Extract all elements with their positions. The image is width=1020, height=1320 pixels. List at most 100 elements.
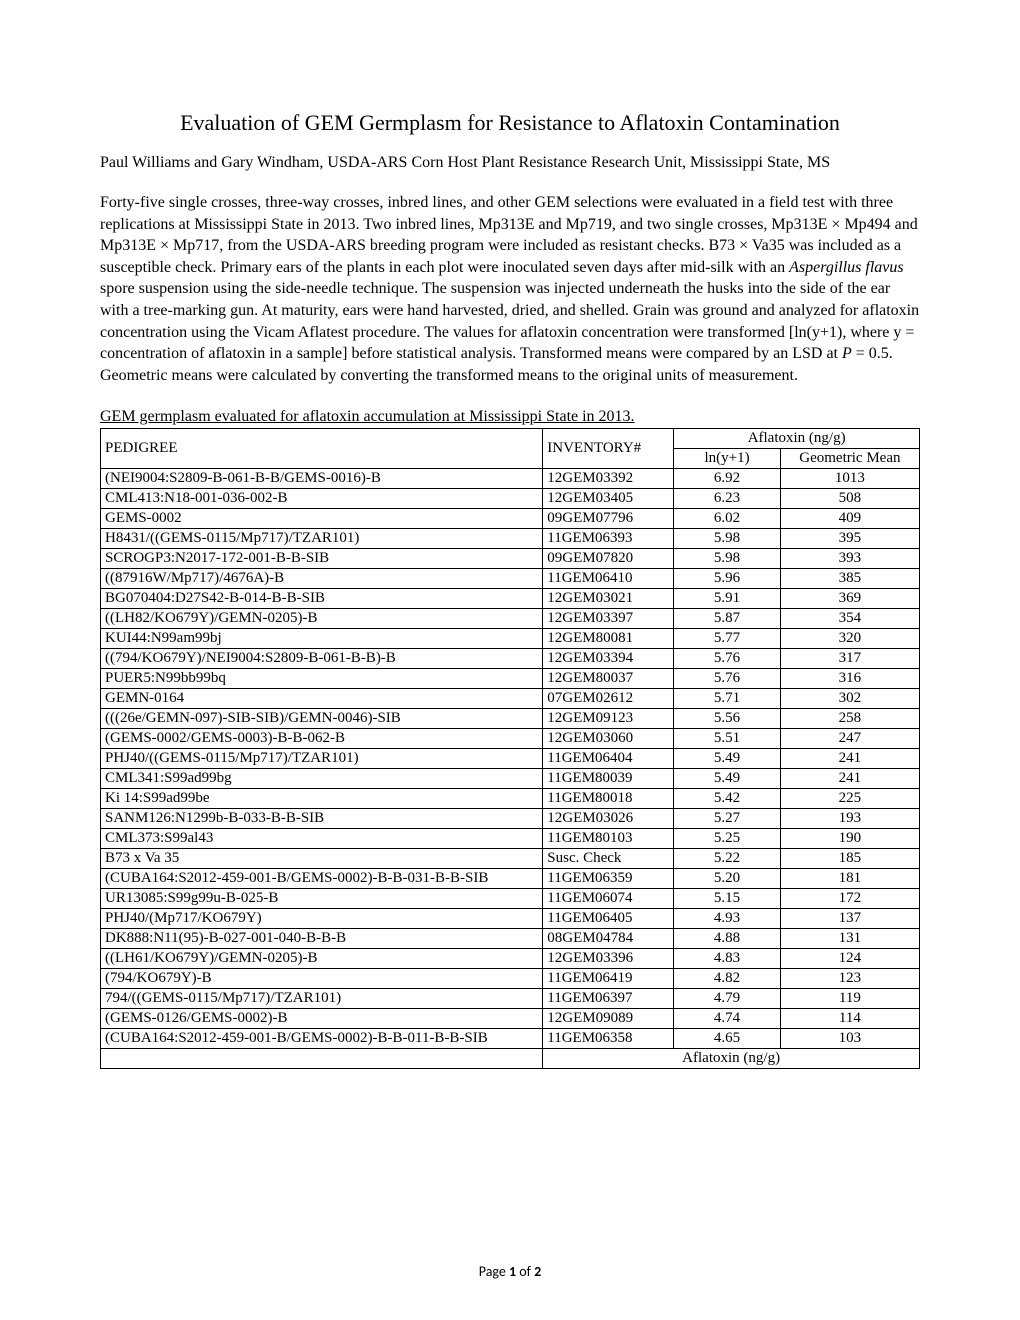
header-pedigree: PEDIGREE	[101, 429, 543, 469]
pedigree-cell: (794/KO679Y)-B	[101, 969, 543, 989]
inventory-cell: 12GEM03394	[543, 649, 674, 669]
ln-cell: 4.74	[674, 1009, 780, 1029]
geo-cell: 123	[780, 969, 919, 989]
ln-cell: 6.23	[674, 489, 780, 509]
ln-cell: 5.15	[674, 889, 780, 909]
geo-cell: 508	[780, 489, 919, 509]
pedigree-cell: PHJ40/((GEMS-0115/Mp717)/TZAR101)	[101, 749, 543, 769]
ln-cell: 4.93	[674, 909, 780, 929]
pedigree-cell: DK888:N11(95)-B-027-001-040-B-B-B	[101, 929, 543, 949]
ln-cell: 5.91	[674, 589, 780, 609]
header-geo: Geometric Mean	[780, 449, 919, 469]
inventory-cell: 12GEM03405	[543, 489, 674, 509]
pedigree-cell: PUER5:N99bb99bq	[101, 669, 543, 689]
inventory-cell: 12GEM03021	[543, 589, 674, 609]
geo-cell: 103	[780, 1029, 919, 1049]
geo-cell: 317	[780, 649, 919, 669]
table-row: Ki 14:S99ad99be11GEM800185.42225	[101, 789, 920, 809]
table-row: GEMS-000209GEM077966.02409	[101, 509, 920, 529]
geo-cell: 302	[780, 689, 919, 709]
inventory-cell: 11GEM80103	[543, 829, 674, 849]
table-row: SCROGP3:N2017-172-001-B-B-SIB09GEM078205…	[101, 549, 920, 569]
geo-cell: 137	[780, 909, 919, 929]
table-row: DK888:N11(95)-B-027-001-040-B-B-B08GEM04…	[101, 929, 920, 949]
geo-cell: 114	[780, 1009, 919, 1029]
ln-cell: 5.51	[674, 729, 780, 749]
table-row: PHJ40/(Mp717/KO679Y)11GEM064054.93137	[101, 909, 920, 929]
inventory-cell: 11GEM80039	[543, 769, 674, 789]
ln-cell: 5.98	[674, 549, 780, 569]
inventory-cell: 11GEM06359	[543, 869, 674, 889]
geo-cell: 258	[780, 709, 919, 729]
pedigree-cell: B73 x Va 35	[101, 849, 543, 869]
ln-cell: 5.76	[674, 649, 780, 669]
pedigree-cell: (CUBA164:S2012-459-001-B/GEMS-0002)-B-B-…	[101, 869, 543, 889]
pedigree-cell: CML341:S99ad99bg	[101, 769, 543, 789]
ln-cell: 5.77	[674, 629, 780, 649]
ln-cell: 5.25	[674, 829, 780, 849]
pedigree-cell: (GEMS-0126/GEMS-0002)-B	[101, 1009, 543, 1029]
geo-cell: 185	[780, 849, 919, 869]
pedigree-cell: SCROGP3:N2017-172-001-B-B-SIB	[101, 549, 543, 569]
inventory-cell: 12GEM09089	[543, 1009, 674, 1029]
table-row: (CUBA164:S2012-459-001-B/GEMS-0002)-B-B-…	[101, 1029, 920, 1049]
table-header-row-1: PEDIGREE INVENTORY# Aflatoxin (ng/g)	[101, 429, 920, 449]
table-row: ((LH61/KO679Y)/GEMN-0205)-B12GEM033964.8…	[101, 949, 920, 969]
pedigree-cell: 794/((GEMS-0115/Mp717)/TZAR101)	[101, 989, 543, 1009]
table-row: H8431/((GEMS-0115/Mp717)/TZAR101)11GEM06…	[101, 529, 920, 549]
inventory-cell: 11GEM06074	[543, 889, 674, 909]
geo-cell: 131	[780, 929, 919, 949]
geo-cell: 181	[780, 869, 919, 889]
pedigree-cell: UR13085:S99g99u-B-025-B	[101, 889, 543, 909]
header-aflatoxin-span: Aflatoxin (ng/g)	[674, 429, 920, 449]
pedigree-cell: (NEI9004:S2809-B-061-B-B/GEMS-0016)-B	[101, 469, 543, 489]
table-row: UR13085:S99g99u-B-025-B11GEM060745.15172	[101, 889, 920, 909]
ln-cell: 6.02	[674, 509, 780, 529]
geo-cell: 409	[780, 509, 919, 529]
pedigree-cell: ((87916W/Mp717)/4676A)-B	[101, 569, 543, 589]
ln-cell: 5.42	[674, 789, 780, 809]
pedigree-cell: SANM126:N1299b-B-033-B-B-SIB	[101, 809, 543, 829]
table-row: CML341:S99ad99bg11GEM800395.49241	[101, 769, 920, 789]
pedigree-cell: ((794/KO679Y)/NEI9004:S2809-B-061-B-B)-B	[101, 649, 543, 669]
table-row: (GEMS-0126/GEMS-0002)-B12GEM090894.74114	[101, 1009, 920, 1029]
table-row: 794/((GEMS-0115/Mp717)/TZAR101)11GEM0639…	[101, 989, 920, 1009]
header-ln: ln(y+1)	[674, 449, 780, 469]
inventory-cell: 12GEM03396	[543, 949, 674, 969]
table-row: BG070404:D27S42-B-014-B-B-SIB12GEM030215…	[101, 589, 920, 609]
ln-cell: 5.87	[674, 609, 780, 629]
geo-cell: 190	[780, 829, 919, 849]
inventory-cell: 09GEM07820	[543, 549, 674, 569]
pedigree-cell: Ki 14:S99ad99be	[101, 789, 543, 809]
geo-cell: 119	[780, 989, 919, 1009]
page-label: Page	[479, 1263, 509, 1280]
inventory-cell: 11GEM80018	[543, 789, 674, 809]
ln-cell: 5.71	[674, 689, 780, 709]
p-italic: P	[842, 345, 852, 362]
inventory-cell: 07GEM02612	[543, 689, 674, 709]
page-total: 2	[534, 1263, 541, 1280]
geo-cell: 193	[780, 809, 919, 829]
authors-line: Paul Williams and Gary Windham, USDA-ARS…	[100, 154, 920, 172]
table-row: ((794/KO679Y)/NEI9004:S2809-B-061-B-B)-B…	[101, 649, 920, 669]
pedigree-cell: (((26e/GEMN-097)-SIB-SIB)/GEMN-0046)-SIB	[101, 709, 543, 729]
of-label: of	[516, 1263, 534, 1280]
inventory-cell: Susc. Check	[543, 849, 674, 869]
ln-cell: 5.49	[674, 749, 780, 769]
table-footer-row: Aflatoxin (ng/g)	[101, 1049, 920, 1069]
pedigree-cell: KUI44:N99am99bj	[101, 629, 543, 649]
inventory-cell: 11GEM06410	[543, 569, 674, 589]
geo-cell: 385	[780, 569, 919, 589]
data-table: PEDIGREE INVENTORY# Aflatoxin (ng/g) ln(…	[100, 428, 920, 1069]
geo-cell: 395	[780, 529, 919, 549]
table-row: (794/KO679Y)-B11GEM064194.82123	[101, 969, 920, 989]
ln-cell: 5.96	[674, 569, 780, 589]
inventory-cell: 12GEM80037	[543, 669, 674, 689]
inventory-cell: 08GEM04784	[543, 929, 674, 949]
geo-cell: 241	[780, 749, 919, 769]
geo-cell: 1013	[780, 469, 919, 489]
table-row: KUI44:N99am99bj12GEM800815.77320	[101, 629, 920, 649]
pedigree-cell: CML373:S99al43	[101, 829, 543, 849]
table-row: (NEI9004:S2809-B-061-B-B/GEMS-0016)-B12G…	[101, 469, 920, 489]
ln-cell: 5.49	[674, 769, 780, 789]
